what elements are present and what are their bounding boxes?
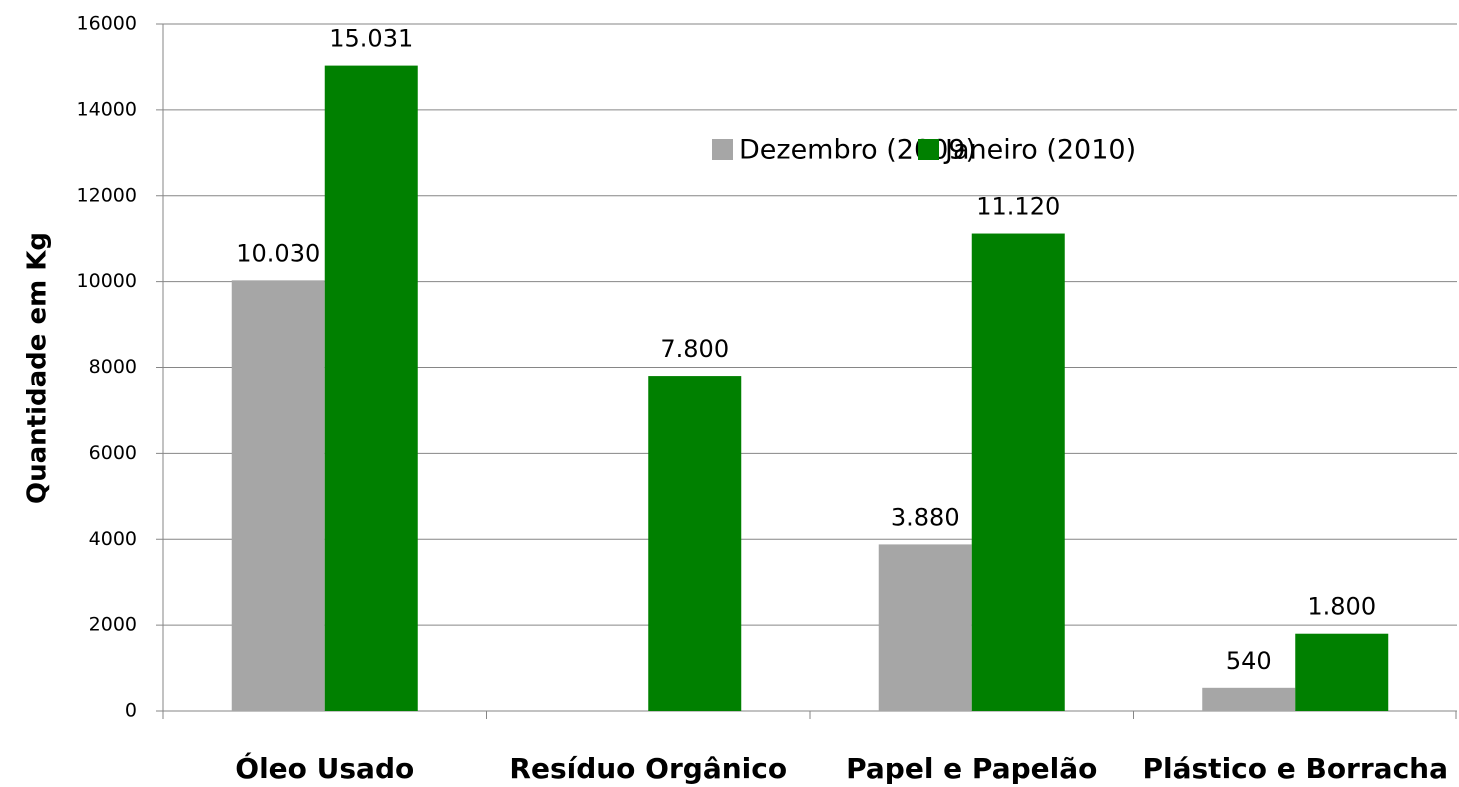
y-tick-label: 0 [125,700,137,722]
y-tick-label: 14000 [77,98,137,120]
y-tick-label: 6000 [89,442,137,464]
y-axis-label: Quantidade em Kg [23,232,53,504]
bar [648,376,742,711]
bar [1202,687,1296,711]
data-label: 15.031 [329,25,413,53]
bar [324,65,418,711]
x-tick-label: Resíduo Orgânico [509,752,787,785]
legend-swatch [712,139,733,160]
legend-label: Janeiro (2010) [943,135,1136,166]
y-tick-label: 10000 [77,270,137,292]
legend-label: Dezembro (2009) [739,135,976,166]
data-label: 3.880 [891,503,960,531]
bar [878,544,972,711]
data-label: 540 [1226,647,1272,675]
y-tick-label: 4000 [89,528,137,550]
legend-swatch [918,139,939,160]
bar [1295,633,1389,711]
y-tick-label: 2000 [89,614,137,636]
bar [971,233,1065,711]
x-tick-label: Papel e Papelão [846,752,1097,785]
y-tick-label: 16000 [77,13,137,35]
y-tick-label: 12000 [77,184,137,206]
y-tick-label: 8000 [89,356,137,378]
bar [231,280,325,711]
data-label: 1.800 [1307,593,1376,621]
data-label: 11.120 [976,193,1060,221]
data-label: 10.030 [236,239,320,267]
x-tick-label: Plástico e Borracha [1143,752,1449,785]
data-label: 7.800 [660,335,729,363]
x-tick-label: Óleo Usado [235,751,414,785]
